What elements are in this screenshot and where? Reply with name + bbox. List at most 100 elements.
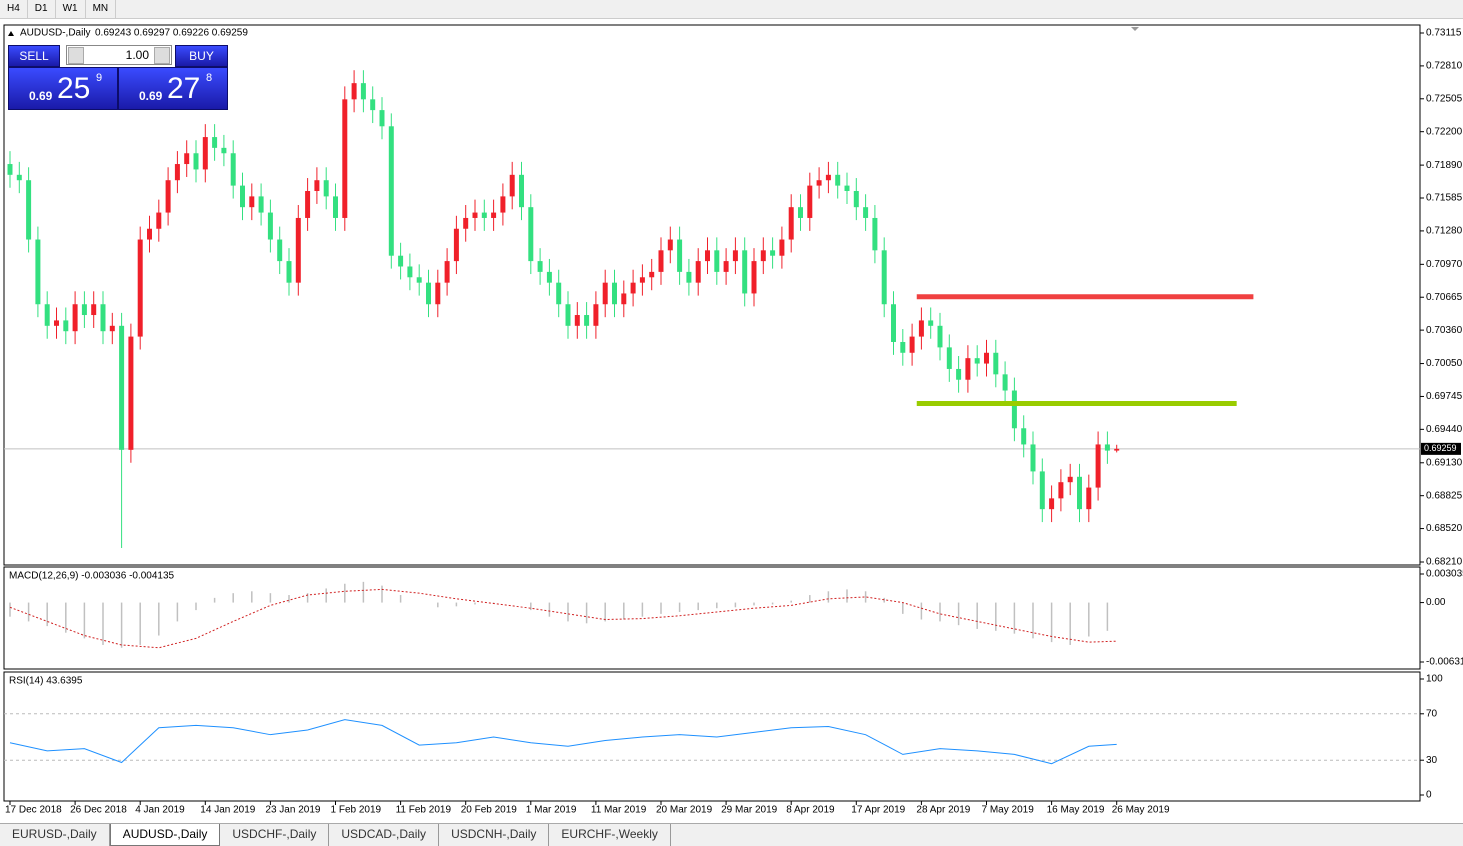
lot-input[interactable]: 1.00 — [66, 45, 172, 65]
candle-body — [147, 228, 152, 240]
candle-body — [519, 174, 524, 208]
candle-body — [686, 271, 692, 283]
sell-button[interactable]: SELL — [8, 45, 60, 67]
timeframe-button[interactable]: MN — [86, 0, 117, 18]
price-tag — [1421, 442, 1461, 455]
candle-body — [853, 190, 859, 208]
trade-panel: SELL 1.00 BUY 0.69 25 9 0.69 27 8 — [8, 45, 228, 110]
candle-body — [491, 212, 497, 218]
candle-body — [742, 250, 748, 294]
chart-tab[interactable]: EURCHF-,Weekly — [549, 824, 671, 846]
candle-body — [360, 83, 366, 100]
shift-marker — [1131, 27, 1139, 31]
candle-body — [584, 315, 590, 326]
candle-body — [472, 212, 478, 218]
candle-body — [509, 174, 515, 197]
candle-body — [277, 239, 283, 262]
x-tick-label: 29 Mar 2019 — [721, 805, 778, 816]
candle-body — [918, 320, 924, 337]
buy-button[interactable]: BUY — [175, 45, 228, 67]
candle-body — [370, 99, 376, 111]
chart-title: AUDUSD-,Daily — [20, 28, 91, 39]
macd-signal — [9, 588, 1117, 649]
ask-box[interactable]: 0.69 27 8 — [118, 67, 228, 110]
lot-down[interactable] — [68, 47, 84, 64]
y-tick-label: 0.72200 — [1426, 126, 1463, 137]
bid-box[interactable]: 0.69 25 9 — [8, 67, 118, 110]
candle-body — [1011, 390, 1017, 429]
candle-body — [333, 196, 338, 218]
candle-body — [453, 228, 459, 262]
chart-tab[interactable]: USDCHF-,Daily — [220, 824, 330, 846]
candle-body — [844, 185, 850, 191]
candle-body — [770, 250, 776, 256]
timeframe-button[interactable]: W1 — [56, 0, 86, 18]
candle-body — [286, 261, 292, 283]
x-tick-label: 28 Apr 2019 — [916, 805, 970, 816]
candle-body — [221, 147, 227, 154]
candle-body — [500, 196, 506, 213]
lot-up[interactable] — [154, 47, 170, 64]
chart-tab[interactable]: AUDUSD-,Daily — [109, 824, 221, 846]
y-tick-label: 0.71890 — [1426, 160, 1463, 171]
y-tick-label: 0.68210 — [1426, 557, 1463, 568]
candle-body — [109, 325, 115, 332]
candle-body — [863, 207, 869, 218]
candle-body — [1077, 476, 1082, 510]
y-tick-label: 0.00 — [1426, 597, 1446, 608]
candle-body — [946, 347, 952, 369]
bid-big: 25 — [57, 72, 91, 105]
candle-body — [667, 239, 673, 251]
candle-body — [342, 99, 348, 218]
candle-body — [732, 250, 738, 262]
y-tick-label: 0.71585 — [1426, 193, 1463, 204]
y-tick-label: 0.70970 — [1426, 259, 1463, 270]
x-tick-label: 20 Mar 2019 — [656, 805, 713, 816]
candle-body — [426, 282, 431, 305]
candle-body — [1030, 444, 1036, 472]
candle-body — [444, 261, 450, 283]
y-tick-label: 0.69130 — [1426, 457, 1463, 468]
candle-body — [788, 207, 794, 240]
x-tick-label: 8 Apr 2019 — [786, 805, 835, 816]
timeframe-button[interactable]: D1 — [28, 0, 56, 18]
candle-body — [974, 358, 980, 364]
y-tick-label: 100 — [1426, 674, 1443, 685]
candle-body — [1039, 471, 1045, 510]
candle-body — [1002, 374, 1008, 391]
candle-body — [258, 196, 264, 213]
candle-body — [630, 282, 636, 294]
candle-body — [137, 239, 143, 337]
candle-body — [909, 336, 915, 353]
y-tick-label: 0.71280 — [1426, 226, 1463, 237]
candle-body — [314, 180, 320, 191]
candle-body — [388, 126, 394, 256]
candle-body — [379, 110, 385, 127]
chart-tab[interactable]: USDCAD-,Daily — [329, 824, 440, 846]
x-tick-label: 14 Jan 2019 — [200, 805, 255, 816]
y-tick-label: 0.70050 — [1426, 358, 1463, 369]
candle-body — [26, 180, 32, 240]
x-tick-label: 7 May 2019 — [982, 805, 1035, 816]
candle-body — [184, 153, 190, 165]
chart-tabs: EURUSD-,Daily AUDUSD-,Daily USDCHF-,Daily U… — [0, 823, 1463, 846]
collapse-icon[interactable] — [8, 31, 14, 36]
timeframe-button[interactable]: H4 — [0, 0, 28, 18]
candle-body — [72, 304, 78, 332]
candle-body — [556, 282, 562, 305]
candle-body — [956, 368, 962, 380]
candle-body — [351, 83, 357, 100]
macd-frame — [3, 566, 1421, 670]
chart-tab[interactable]: EURUSD-,Daily — [0, 824, 110, 846]
x-tick-label: 17 Apr 2019 — [851, 805, 905, 816]
candle-body — [398, 255, 404, 267]
y-tick-label: 30 — [1426, 755, 1438, 766]
candle-body — [295, 217, 301, 283]
x-tick-label: 4 Jan 2019 — [135, 805, 185, 816]
rsi-frame — [3, 671, 1421, 802]
candle-body — [928, 320, 934, 326]
candle-body — [881, 250, 887, 305]
chart-tab[interactable]: USDCNH-,Daily — [439, 824, 550, 846]
y-tick-label: 0.69440 — [1426, 424, 1463, 435]
